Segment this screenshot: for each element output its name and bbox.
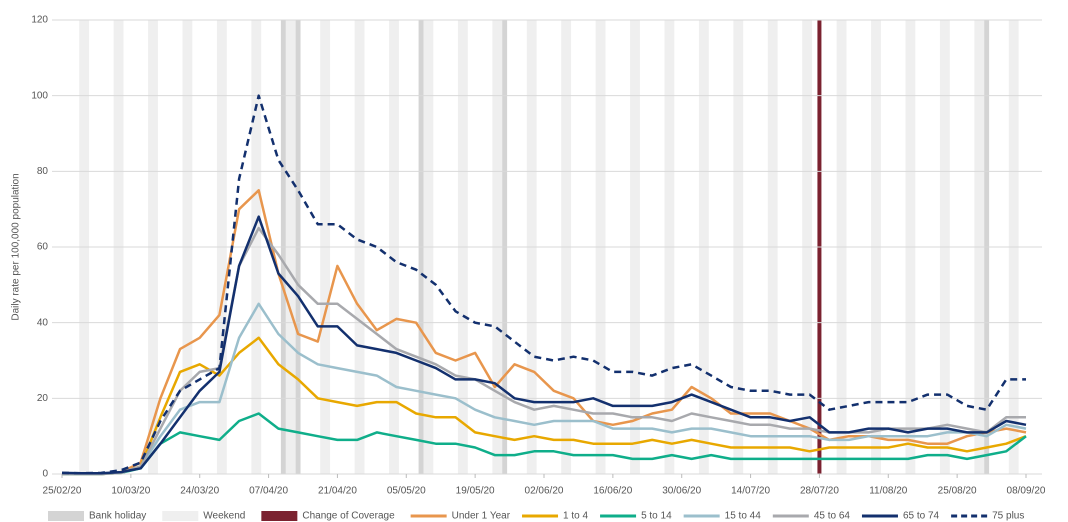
legend-label: 1 to 4 xyxy=(563,511,588,522)
x-tick-label: 16/06/20 xyxy=(593,486,632,497)
x-tick-label: 21/04/20 xyxy=(318,486,357,497)
y-tick-label: 20 xyxy=(37,393,49,404)
y-tick-label: 120 xyxy=(31,15,48,26)
series-line xyxy=(62,302,1027,476)
x-tick-label: 25/08/20 xyxy=(938,486,977,497)
label-layer: 0 20 40 60 80 100 120 25/02/20 10/03/20 24/03/20 0… xyxy=(31,15,1046,522)
x-tick-label: 11/08/20 xyxy=(869,486,908,497)
x-tick-label: 02/06/20 xyxy=(525,486,564,497)
legend-label: Bank holiday xyxy=(89,511,146,522)
legend-label: 75 plus xyxy=(992,511,1024,522)
series-line xyxy=(62,336,1027,476)
x-tick-label: 07/04/20 xyxy=(249,486,288,497)
legend-label: 45 to 64 xyxy=(814,511,851,522)
legend-label: Change of Coverage xyxy=(302,511,395,522)
y-tick-label: 100 xyxy=(31,90,48,101)
x-tick-label: 30/06/20 xyxy=(662,486,701,497)
x-tick-label: 24/03/20 xyxy=(180,486,219,497)
x-tick-label: 05/05/20 xyxy=(387,486,426,497)
legend-swatch xyxy=(48,511,84,521)
legend-label: 15 to 44 xyxy=(725,511,762,522)
y-tick-label: 60 xyxy=(37,242,49,253)
series-line xyxy=(61,94,1026,475)
x-tick-label: 14/07/20 xyxy=(731,486,770,497)
legend-swatch xyxy=(162,511,199,521)
series-line xyxy=(61,215,1027,475)
line-layer xyxy=(61,94,1027,476)
x-tick-label: 10/03/20 xyxy=(111,486,150,497)
y-tick-label: 80 xyxy=(37,166,49,177)
legend-label: Under 1 Year xyxy=(452,511,511,522)
x-tick-label: 19/05/20 xyxy=(456,486,495,497)
y-axis-title: Daily rate per 100,000 population xyxy=(11,173,22,320)
x-tick-label: 08/09/20 xyxy=(1007,486,1046,497)
legend-swatch xyxy=(261,511,298,521)
y-tick-label: 0 xyxy=(42,469,48,480)
grid-layer xyxy=(52,19,1042,478)
legend-label: 5 to 14 xyxy=(641,511,672,522)
y-tick-label: 40 xyxy=(37,317,49,328)
legend-label: Weekend xyxy=(203,511,245,522)
legend-label: 65 to 74 xyxy=(903,511,940,522)
x-tick-label: 25/02/20 xyxy=(43,486,82,497)
series-line xyxy=(62,412,1027,476)
series-line xyxy=(62,189,1027,476)
x-tick-label: 28/07/20 xyxy=(800,486,839,497)
